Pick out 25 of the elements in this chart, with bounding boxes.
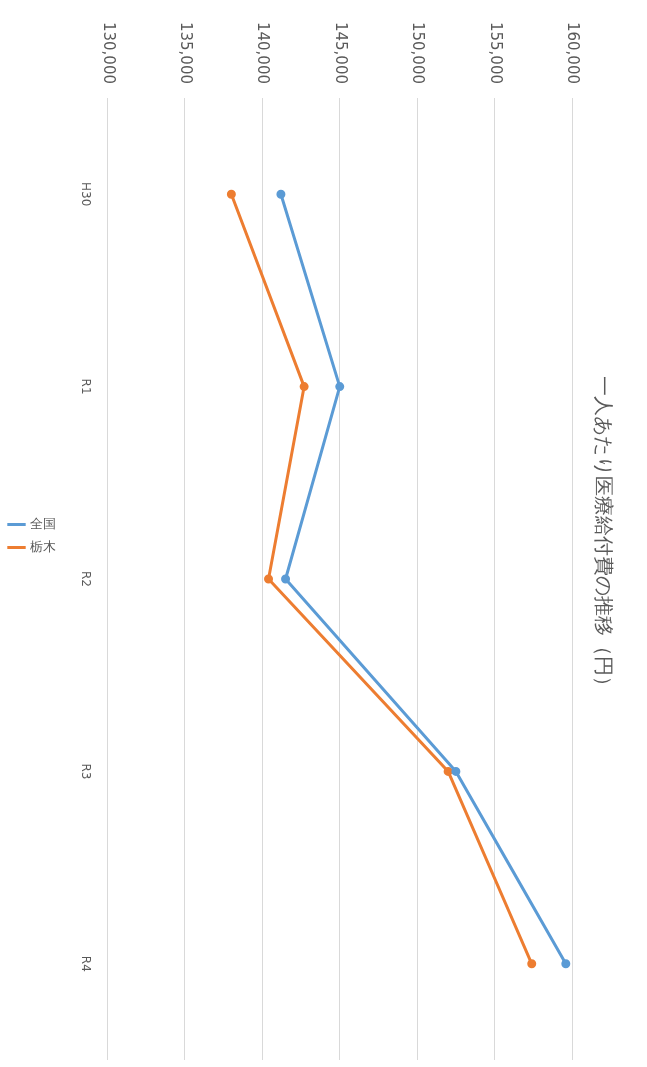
x-tick-label: 145,000 [331, 21, 350, 84]
y-tick-label: R1 [79, 378, 94, 395]
text: 一人あたり医療給付費の推移（円） [591, 376, 616, 696]
x-tick-label: 160,000 [564, 21, 583, 84]
y-tick-label: R2 [79, 571, 94, 587]
x-tick-label: 150,000 [409, 21, 428, 84]
x-tick-label: 135,000 [177, 21, 196, 84]
point [264, 574, 274, 584]
y-tick-label: R4 [79, 955, 94, 972]
x-tick-label: 140,000 [254, 21, 273, 84]
y-tick-label: H30 [79, 182, 94, 207]
point [281, 574, 291, 584]
point [299, 382, 309, 392]
legend-label: 栃木 [29, 538, 56, 554]
y-tick-label: R3 [79, 763, 94, 780]
point [276, 189, 286, 199]
x-tick-label: 155,000 [486, 21, 505, 84]
point [561, 959, 571, 969]
point [451, 766, 461, 776]
legend-label: 全国 [29, 515, 56, 531]
point [443, 766, 453, 776]
x-tick-label: 130,000 [99, 21, 118, 84]
point [226, 189, 236, 199]
point [527, 959, 537, 969]
point [335, 382, 345, 392]
